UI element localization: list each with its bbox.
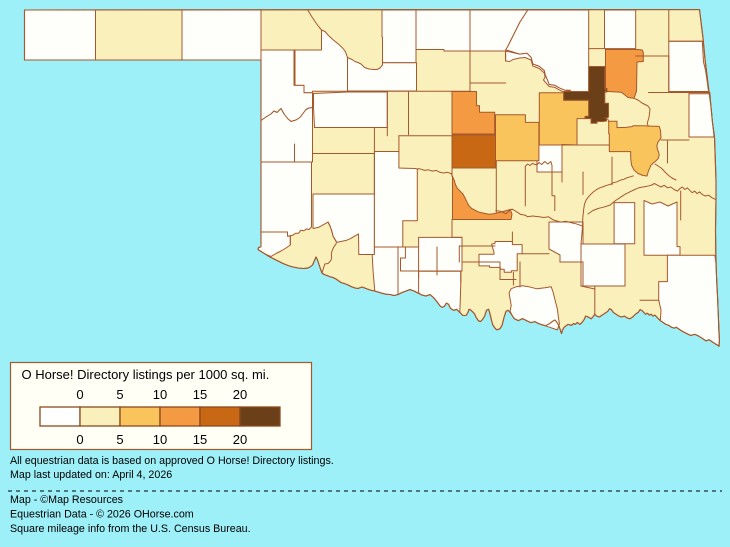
svg-text:All equestrian data is based o: All equestrian data is based on approved… (10, 455, 334, 467)
svg-text:0: 0 (76, 387, 83, 402)
svg-text:20: 20 (233, 387, 247, 402)
svg-text:10: 10 (153, 387, 167, 402)
svg-text:5: 5 (116, 432, 123, 447)
svg-text:Square mileage info from the U: Square mileage info from the U.S. Census… (10, 523, 251, 535)
svg-text:0: 0 (76, 432, 83, 447)
svg-text:Map - ©Map Resources: Map - ©Map Resources (10, 494, 123, 506)
svg-text:Map last updated on: April 4,: Map last updated on: April 4, 2026 (10, 469, 172, 481)
svg-text:10: 10 (153, 432, 167, 447)
svg-text:5: 5 (116, 387, 123, 402)
svg-text:20: 20 (233, 432, 247, 447)
svg-text:O Horse! Directory listings pe: O Horse! Directory listings per 1000 sq.… (22, 367, 270, 382)
svg-text:Equestrian Data - © 2026 OHors: Equestrian Data - © 2026 OHorse.com (10, 509, 194, 521)
svg-text:15: 15 (193, 387, 207, 402)
svg-text:15: 15 (193, 432, 207, 447)
